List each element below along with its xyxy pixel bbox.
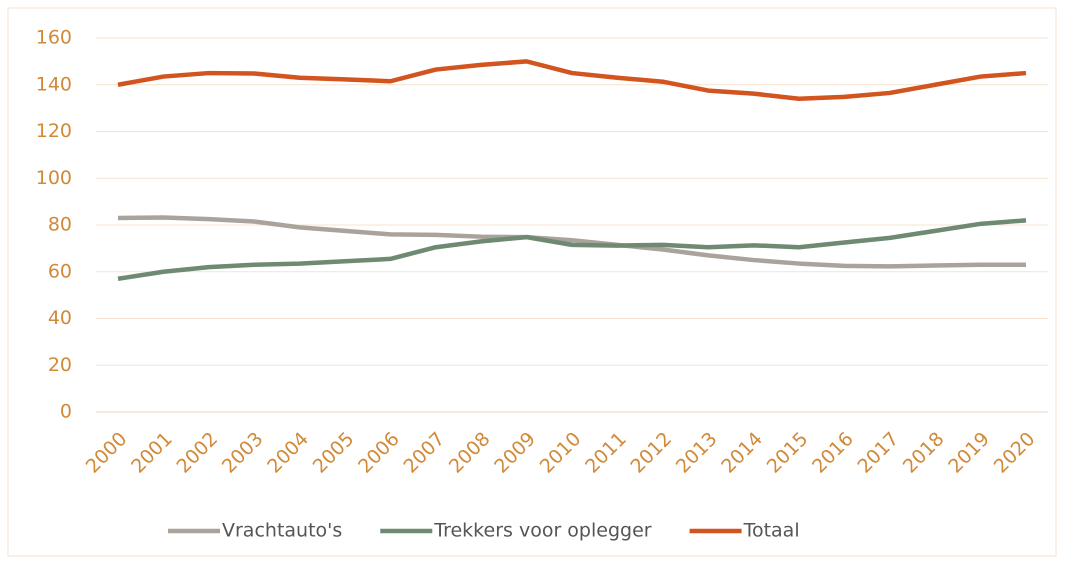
y-tick-label: 0 (60, 401, 72, 423)
y-tick-label: 40 (48, 307, 72, 329)
y-tick-label: 100 (36, 167, 72, 189)
legend-label: Trekkers voor oplegger (433, 520, 651, 542)
legend-label: Totaal (743, 520, 800, 542)
legend-label: Vrachtauto's (222, 520, 342, 542)
y-tick-label: 80 (48, 214, 72, 236)
y-tick-label: 160 (36, 27, 72, 49)
line-series (117, 218, 1027, 281)
line-series (117, 215, 1026, 269)
y-tick-label: 20 (48, 354, 72, 376)
y-tick-label: 60 (48, 260, 72, 282)
chart-frame (7, 7, 1057, 557)
y-tick-label: 140 (36, 73, 72, 95)
y-tick-label: 120 (36, 120, 72, 142)
line-series (117, 59, 1027, 102)
